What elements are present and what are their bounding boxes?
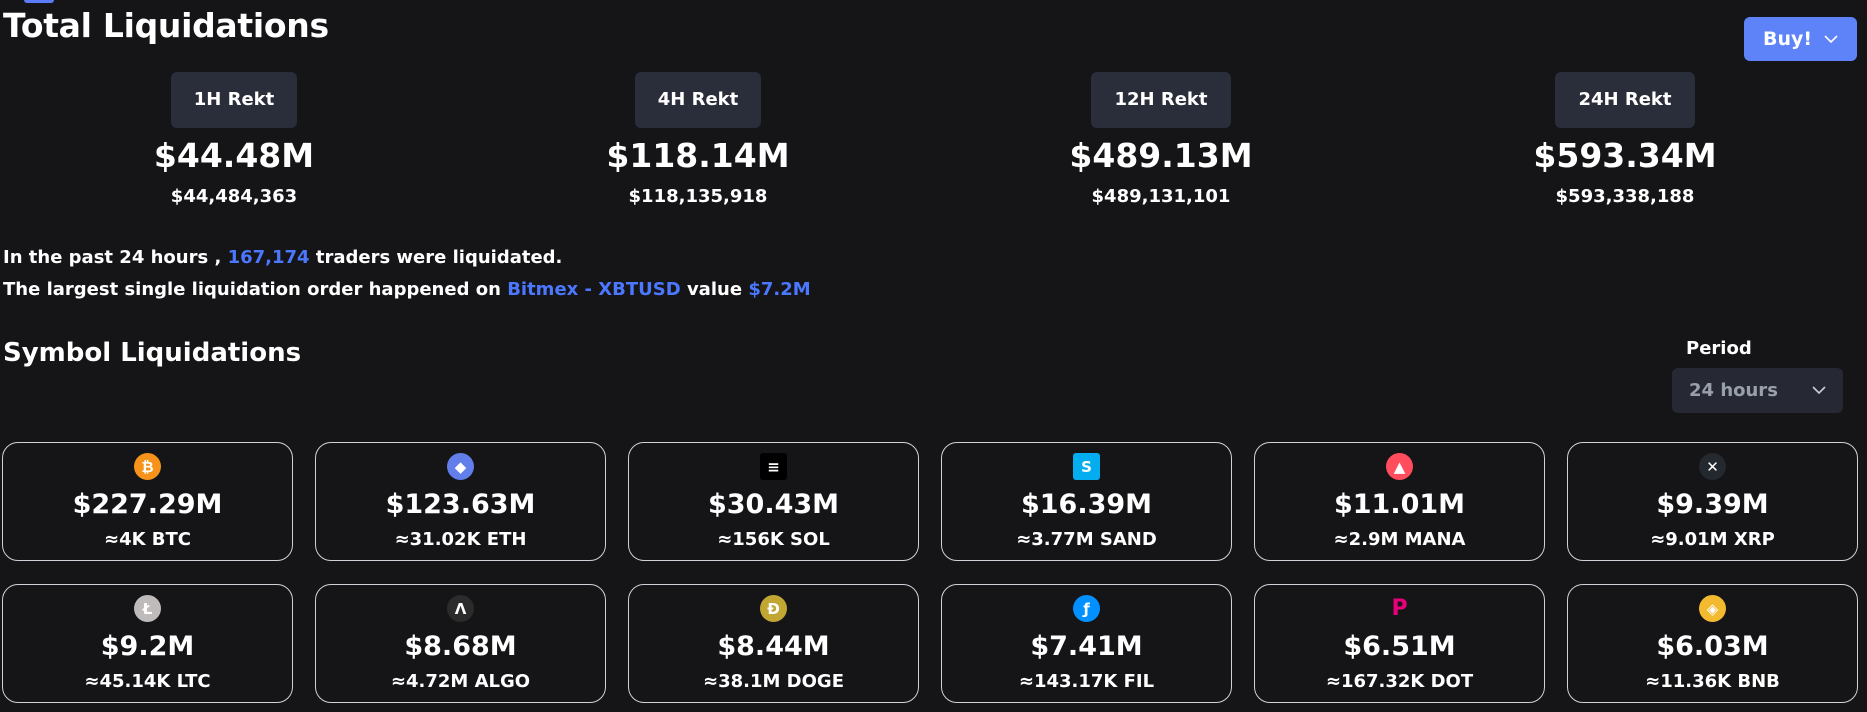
symbol-value: $30.43M xyxy=(707,489,840,520)
chevron-down-icon xyxy=(1811,382,1827,403)
symbol-amount: ≈11.36K BNB xyxy=(1645,671,1780,692)
ethereum-icon: ◆ xyxy=(447,453,474,480)
symbol-card[interactable]: ƒ $7.41M ≈143.17K FIL xyxy=(941,584,1232,703)
summary-text: In the past 24 hours , xyxy=(3,247,222,268)
symbol-value: $11.01M xyxy=(1333,489,1466,520)
rekt-24h: 24H Rekt $593.34M $593,338,188 xyxy=(1425,72,1825,207)
symbol-value: $7.41M xyxy=(1030,631,1143,662)
symbol-card[interactable]: ✕ $9.39M ≈9.01M XRP xyxy=(1567,442,1858,561)
rekt-full-value: $44,484,363 xyxy=(170,186,298,207)
rekt-short-value: $489.13M xyxy=(1069,136,1253,175)
litecoin-icon: Ł xyxy=(134,595,161,622)
buy-button-label: Buy! xyxy=(1763,28,1813,50)
symbol-value: $123.63M xyxy=(385,489,536,520)
symbol-amount: ≈156K SOL xyxy=(717,529,830,550)
traders-count: 167,174 xyxy=(227,247,310,268)
symbol-amount: ≈38.1M DOGE xyxy=(703,671,844,692)
rekt-full-value: $593,338,188 xyxy=(1555,186,1695,207)
symbol-card[interactable]: S $16.39M ≈3.77M SAND xyxy=(941,442,1232,561)
rekt-tag[interactable]: 1H Rekt xyxy=(170,72,298,128)
rekt-full-value: $118,135,918 xyxy=(628,186,768,207)
sandbox-icon: S xyxy=(1073,453,1100,480)
exchange-link[interactable]: Bitmex - XBTUSD xyxy=(507,279,681,300)
rekt-tag[interactable]: 12H Rekt xyxy=(1091,72,1231,128)
summary-text: value xyxy=(686,279,743,300)
top-accent-bar xyxy=(24,0,54,3)
summary-traders: In the past 24 hours , 167,174 traders w… xyxy=(3,247,562,268)
decentraland-icon: ▲ xyxy=(1386,453,1413,480)
symbol-card[interactable]: Λ $8.68M ≈4.72M ALGO xyxy=(315,584,606,703)
symbol-value: $6.51M xyxy=(1343,631,1456,662)
symbol-value: $227.29M xyxy=(72,489,223,520)
rekt-full-value: $489,131,101 xyxy=(1091,186,1231,207)
summary-largest-order: The largest single liquidation order hap… xyxy=(3,279,811,300)
symbol-card[interactable]: ◈ $6.03M ≈11.36K BNB xyxy=(1567,584,1858,703)
period-select[interactable]: 24 hours xyxy=(1672,368,1843,413)
rekt-short-value: $593.34M xyxy=(1533,136,1717,175)
symbol-amount: ≈4.72M ALGO xyxy=(390,671,531,692)
rekt-short-value: $44.48M xyxy=(153,136,315,175)
symbol-amount: ≈45.14K LTC xyxy=(84,671,211,692)
rekt-12h: 12H Rekt $489.13M $489,131,101 xyxy=(961,72,1361,207)
symbol-card[interactable]: ≡ $30.43M ≈156K SOL xyxy=(628,442,919,561)
period-label: Period xyxy=(1686,338,1752,359)
section-title: Symbol Liquidations xyxy=(3,338,302,368)
page-title: Total Liquidations xyxy=(3,6,329,45)
dogecoin-icon: Ð xyxy=(760,595,787,622)
xrp-icon: ✕ xyxy=(1699,453,1726,480)
symbol-amount: ≈3.77M SAND xyxy=(1016,529,1157,550)
symbol-amount: ≈9.01M XRP xyxy=(1650,529,1775,550)
symbol-amount: ≈2.9M MANA xyxy=(1333,529,1466,550)
rekt-short-value: $118.14M xyxy=(606,136,790,175)
algorand-icon: Λ xyxy=(447,595,474,622)
solana-icon: ≡ xyxy=(760,453,787,480)
rekt-4h: 4H Rekt $118.14M $118,135,918 xyxy=(498,72,898,207)
symbol-amount: ≈143.17K FIL xyxy=(1018,671,1155,692)
bitcoin-icon: ₿ xyxy=(134,453,161,480)
rekt-1h: 1H Rekt $44.48M $44,484,363 xyxy=(34,72,434,207)
symbol-amount: ≈4K BTC xyxy=(103,529,192,550)
symbol-card[interactable]: P $6.51M ≈167.32K DOT xyxy=(1254,584,1545,703)
symbol-card[interactable]: ₿ $227.29M ≈4K BTC xyxy=(2,442,293,561)
bnb-icon: ◈ xyxy=(1699,595,1726,622)
symbol-value: $8.68M xyxy=(404,631,517,662)
symbol-card[interactable]: Ł $9.2M ≈45.14K LTC xyxy=(2,584,293,703)
symbol-card[interactable]: Ð $8.44M ≈38.1M DOGE xyxy=(628,584,919,703)
rekt-tag[interactable]: 4H Rekt xyxy=(634,72,762,128)
symbol-value: $8.44M xyxy=(717,631,830,662)
symbol-card[interactable]: ◆ $123.63M ≈31.02K ETH xyxy=(315,442,606,561)
symbol-amount: ≈31.02K ETH xyxy=(394,529,527,550)
rekt-tag[interactable]: 24H Rekt xyxy=(1555,72,1695,128)
symbol-value: $16.39M xyxy=(1020,489,1153,520)
chevron-down-icon xyxy=(1823,30,1839,52)
symbol-value: $9.2M xyxy=(100,631,195,662)
buy-button[interactable]: Buy! xyxy=(1744,17,1857,61)
polkadot-icon: P xyxy=(1386,595,1413,622)
symbol-card[interactable]: ▲ $11.01M ≈2.9M MANA xyxy=(1254,442,1545,561)
summary-text: traders were liquidated. xyxy=(315,247,563,268)
symbol-grid: ₿ $227.29M ≈4K BTC ◆ $123.63M ≈31.02K ETH ≡ $30… xyxy=(2,442,1858,703)
largest-order-value: $7.2M xyxy=(748,279,811,300)
period-selected-value: 24 hours xyxy=(1689,380,1778,401)
filecoin-icon: ƒ xyxy=(1073,595,1100,622)
symbol-amount: ≈167.32K DOT xyxy=(1325,671,1474,692)
symbol-value: $6.03M xyxy=(1656,631,1769,662)
symbol-value: $9.39M xyxy=(1656,489,1769,520)
summary-text: The largest single liquidation order hap… xyxy=(3,279,501,300)
